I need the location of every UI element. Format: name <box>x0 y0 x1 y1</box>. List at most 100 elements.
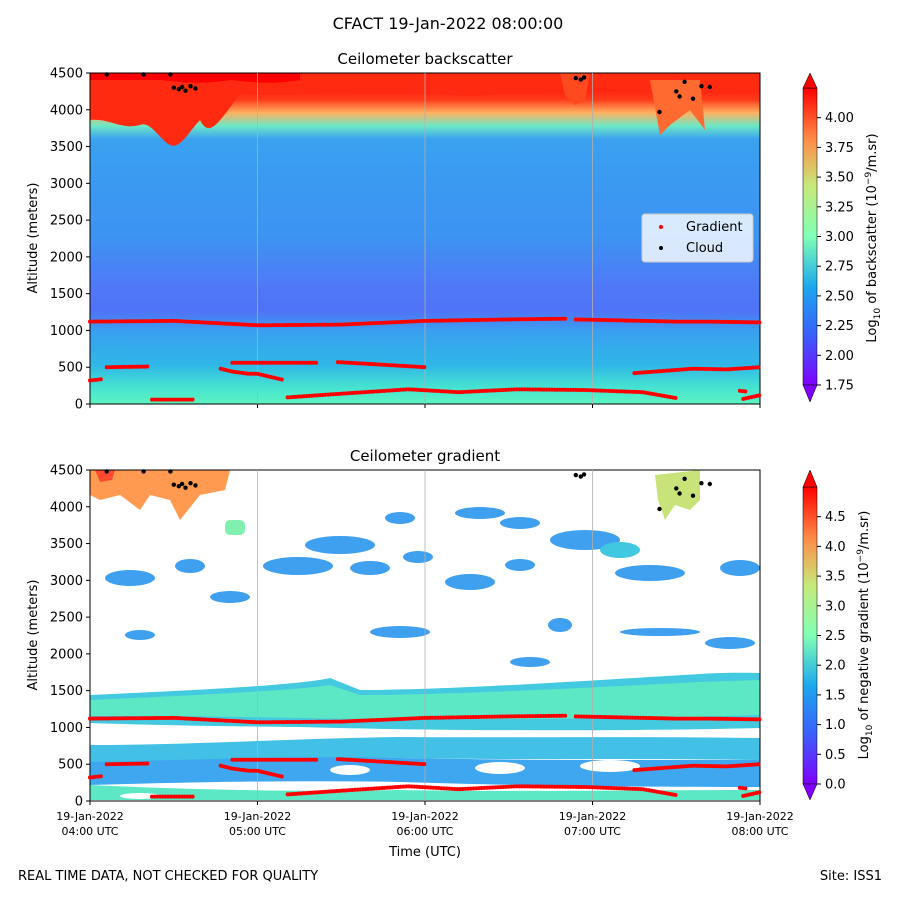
y-tick-label: 500 <box>58 758 83 773</box>
cloud-point <box>578 474 583 479</box>
gradient-layer-line <box>741 393 762 401</box>
cloud-point <box>141 469 146 474</box>
x-tick-time: 06:00 UTC <box>396 825 453 838</box>
backscatter-cloud-points <box>104 72 712 115</box>
gradient-layer-line <box>335 360 427 370</box>
legend: Gradient Cloud <box>641 213 754 263</box>
gradient-layer-line <box>218 763 285 779</box>
colorbar-tick-label: 4.0 <box>825 540 846 555</box>
colorbar-tick-label: 3.5 <box>825 570 846 585</box>
colorbar-tick-label: 2.50 <box>825 289 854 304</box>
colorbar-tick-label: 3.00 <box>825 230 854 245</box>
y-tick-label: 2500 <box>50 214 83 229</box>
colorbar-tick-label: 3.0 <box>825 599 846 614</box>
cloud-point <box>141 72 146 77</box>
backscatter-y-axis: 0 500 1000 1500 2000 2500 3000 3500 4000 4500 <box>50 67 90 413</box>
x-tick-date: 19-Jan-2022 <box>56 810 124 823</box>
cloud-point <box>168 72 173 77</box>
legend-cloud-label: Cloud <box>686 241 723 256</box>
y-tick-label: 1000 <box>50 324 83 339</box>
y-tick-label: 1500 <box>50 684 83 699</box>
y-tick-label: 2500 <box>50 611 83 626</box>
gradient-layer-line <box>573 317 762 325</box>
gradient-layer-line <box>88 774 106 780</box>
colorbar-tick-label: 3.25 <box>825 200 854 215</box>
cloud-point <box>657 506 662 512</box>
colorbar-tick-label: 2.25 <box>825 319 854 334</box>
gradient-layer-line <box>737 388 749 394</box>
cloud-point <box>188 84 193 89</box>
colorbar-tick-label: 3.75 <box>825 141 854 156</box>
gradient-layer-line <box>88 316 570 328</box>
cloud-point <box>690 493 696 498</box>
gradient-y-label: Altitude (meters) <box>26 580 41 691</box>
gradient-layer-line <box>88 377 106 383</box>
colorbar-tick-label: 2.0 <box>825 659 846 674</box>
site-label: Site: ISS1 <box>819 869 882 884</box>
y-tick-label: 4500 <box>50 464 83 479</box>
colorbar-tick-label: 4.5 <box>825 510 846 525</box>
gradient-gridlines <box>257 470 593 801</box>
colorbar-tick-label: 3.50 <box>825 171 854 186</box>
backscatter-y-label: Altitude (meters) <box>26 183 41 294</box>
legend-cloud-marker <box>659 246 663 250</box>
cloud-point <box>581 75 587 80</box>
colorbar-tick-label: 1.75 <box>825 379 854 394</box>
gradient-layer-line <box>104 761 151 767</box>
backscatter-gridlines <box>257 73 593 404</box>
cloud-point <box>690 96 696 101</box>
y-tick-label: 3500 <box>50 537 83 552</box>
cloud-point <box>183 88 188 93</box>
y-tick-label: 2000 <box>50 250 83 265</box>
gradient-cloud-points <box>104 469 712 512</box>
backscatter-colorbar <box>802 72 818 403</box>
legend-gradient-label: Gradient <box>686 220 743 235</box>
colorbar-tick-label: 2.5 <box>825 629 846 644</box>
y-tick-label: 3000 <box>50 574 83 589</box>
y-tick-label: 2000 <box>50 647 83 662</box>
x-tick-date: 19-Jan-2022 <box>726 810 794 823</box>
y-tick-label: 1000 <box>50 721 83 736</box>
x-tick-time: 05:00 UTC <box>229 825 286 838</box>
cloud-point <box>188 481 193 486</box>
gradient-layer-line <box>573 714 762 722</box>
y-tick-label: 3500 <box>50 140 83 155</box>
cloud-point <box>707 84 712 90</box>
backscatter-x-ticks <box>89 404 761 408</box>
cloud-point <box>104 469 109 474</box>
gradient-colorbar-ticks: 0.0 0.5 1.0 1.5 2.0 2.5 3.0 3.5 4.0 4.5 <box>817 510 846 793</box>
y-tick-label: 4000 <box>50 103 83 118</box>
gradient-y-axis: 0 500 1000 1500 2000 2500 3000 3500 4000 4500 <box>50 464 90 810</box>
x-tick-labels: 19-Jan-2022 04:00 UTC 19-Jan-2022 05:00 UTC… <box>56 810 794 838</box>
cloud-point <box>573 75 578 81</box>
cloud-point <box>104 72 109 77</box>
x-tick-time: 07:00 UTC <box>564 825 621 838</box>
colorbar-tick-label: 2.75 <box>825 260 854 275</box>
gradient-gradient-layers <box>88 713 762 799</box>
gradient-layer-line <box>632 762 762 773</box>
gradient-layer-line <box>335 757 427 767</box>
gradient-layer-line <box>632 365 762 376</box>
colorbar-tick-label: 4.00 <box>825 111 854 126</box>
x-tick-time: 08:00 UTC <box>731 825 788 838</box>
cloud-point <box>168 469 173 474</box>
gradient-layer-line <box>285 387 679 401</box>
colorbar-tick-label: 0.0 <box>825 778 846 793</box>
cloud-point <box>581 472 587 477</box>
cloud-point <box>179 84 185 90</box>
panel-title-backscatter: Ceilometer backscatter <box>337 50 513 68</box>
cloud-point <box>573 472 578 478</box>
cloud-point <box>179 481 185 487</box>
cloud-point <box>193 86 198 91</box>
figure-title: CFACT 19-Jan-2022 08:00:00 <box>333 14 564 33</box>
cloud-point <box>682 476 687 481</box>
cloud-point <box>677 94 682 99</box>
gradient-layer-line <box>218 366 285 382</box>
x-tick-date: 19-Jan-2022 <box>559 810 627 823</box>
cloud-point <box>682 79 687 85</box>
gradient-colorbar-label: Log10 of negative gradient (10−9/m.sr) <box>856 511 875 760</box>
gradient-x-ticks <box>89 801 761 805</box>
gradient-layer-line <box>741 790 762 798</box>
cloud-point <box>677 491 682 496</box>
